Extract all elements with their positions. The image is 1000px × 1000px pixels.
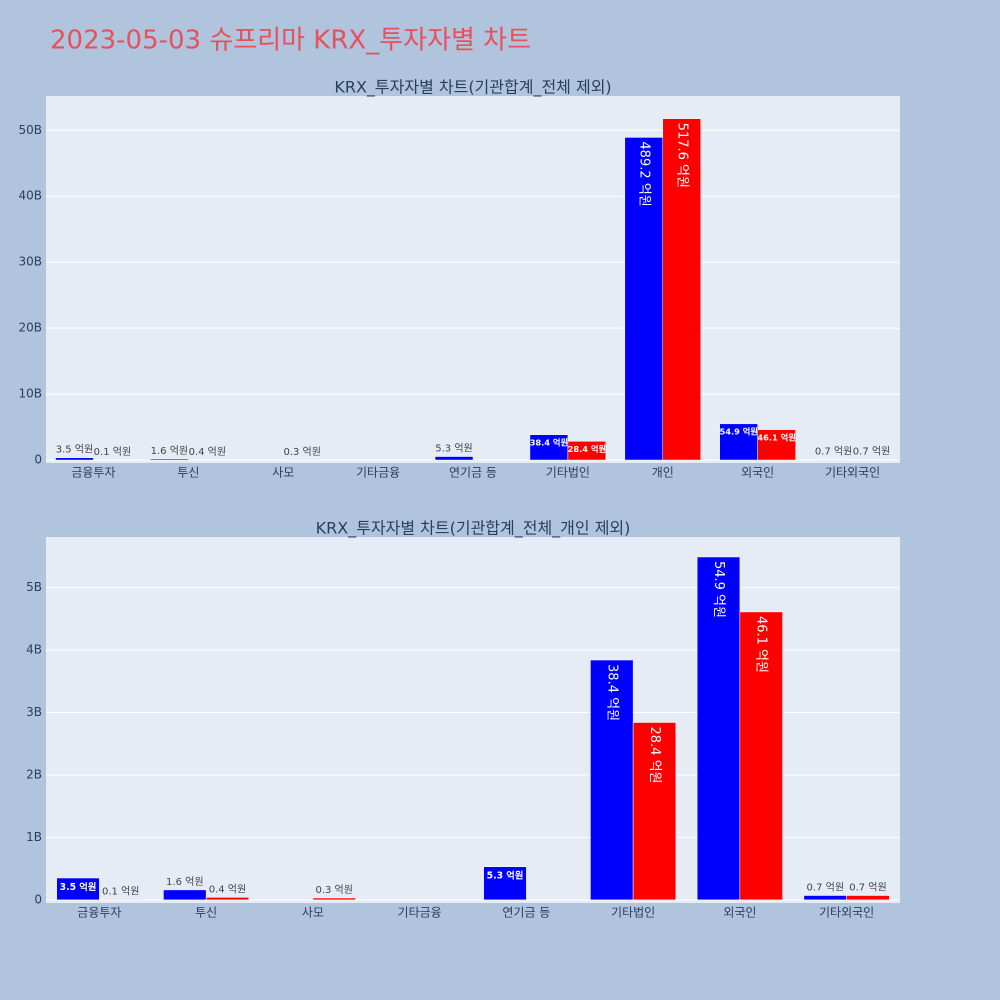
value-label: 5.3 억원 xyxy=(435,443,472,455)
bar xyxy=(188,459,227,461)
y-tick-label: 4B xyxy=(26,643,42,657)
value-label: 3.5 억원 xyxy=(60,881,97,893)
y-tick-label: 20B xyxy=(18,321,42,335)
bar xyxy=(56,877,100,901)
value-label: 0.3 억원 xyxy=(283,446,320,458)
x-tick-label: 금융투자 xyxy=(77,906,121,920)
value-label: 0.7 억원 xyxy=(853,446,890,458)
value-label: 0.1 억원 xyxy=(102,885,139,897)
value-label: 3.5 억원 xyxy=(56,444,93,456)
y-tick-label: 50B xyxy=(18,123,42,137)
bar xyxy=(814,459,853,461)
value-label: 46.1 억원 xyxy=(757,432,795,442)
y-tick-label: 3B xyxy=(26,705,42,719)
y-tick-label: 1B xyxy=(26,830,42,844)
value-label: 28.4 억원 xyxy=(647,726,662,783)
bar xyxy=(632,722,677,901)
bar xyxy=(757,429,796,461)
plot-area xyxy=(46,96,900,463)
bar xyxy=(567,441,607,461)
value-label: 1.6 억원 xyxy=(151,445,188,457)
bar xyxy=(739,611,783,901)
value-label: 1.6 억원 xyxy=(166,876,203,888)
x-tick-label: 기타금융 xyxy=(398,906,442,920)
bar xyxy=(624,137,664,461)
y-tick-label: 0 xyxy=(34,892,42,906)
bar xyxy=(803,895,847,901)
y-tick-label: 0 xyxy=(34,453,42,467)
bar xyxy=(93,459,132,461)
x-tick-label: 투신 xyxy=(177,466,199,480)
value-label: 0.4 억원 xyxy=(189,446,226,458)
value-label: 38.4 억원 xyxy=(530,437,568,447)
y-tick-label: 5B xyxy=(26,580,42,594)
x-tick-label: 기타외국인 xyxy=(819,906,874,920)
x-tick-label: 투신 xyxy=(195,906,217,920)
bar xyxy=(55,457,94,461)
bar xyxy=(434,456,474,461)
value-label: 0.1 억원 xyxy=(94,446,131,458)
x-tick-label: 외국인 xyxy=(723,906,756,920)
value-label: 0.7 억원 xyxy=(807,882,844,894)
value-label: 0.3 억원 xyxy=(315,884,352,896)
x-tick-label: 개인 xyxy=(652,466,674,480)
x-tick-label: 외국인 xyxy=(741,466,774,480)
bar xyxy=(312,897,356,901)
y-tick-label: 30B xyxy=(18,255,42,269)
bar xyxy=(846,895,890,901)
chart-title: KRX_투자자별 차트(기관합계_전체_개인 제외) xyxy=(316,519,631,539)
value-label: 54.9 억원 xyxy=(711,561,726,618)
value-label: 54.9 억원 xyxy=(719,427,757,437)
value-label: 38.4 억원 xyxy=(604,664,619,721)
bar xyxy=(150,458,189,461)
x-tick-label: 연기금 등 xyxy=(449,466,497,480)
value-label: 46.1 억원 xyxy=(754,616,769,673)
bar xyxy=(852,459,891,461)
y-tick-label: 40B xyxy=(18,189,42,203)
bar xyxy=(719,423,758,461)
x-tick-label: 기타법인 xyxy=(546,466,590,480)
bar xyxy=(282,459,322,461)
bar xyxy=(696,556,741,901)
value-label: 489.2 억원 xyxy=(636,141,651,206)
value-label: 5.3 억원 xyxy=(487,870,524,882)
bar xyxy=(99,899,143,901)
y-tick-label: 2B xyxy=(26,767,42,781)
x-tick-label: 기타법인 xyxy=(611,906,655,920)
x-tick-label: 기타금융 xyxy=(356,466,400,480)
chart-title: KRX_투자자별 차트(기관합계_전체 제외) xyxy=(334,78,611,98)
value-label: 0.7 억원 xyxy=(815,446,852,458)
page-title: 2023-05-03 슈프리마 KRX_투자자별 차트 xyxy=(50,26,531,56)
bar xyxy=(662,118,701,461)
bar xyxy=(590,659,634,901)
y-tick-label: 10B xyxy=(18,387,42,401)
x-tick-label: 사모 xyxy=(272,466,294,480)
x-tick-label: 기타외국인 xyxy=(825,466,880,480)
x-tick-label: 연기금 등 xyxy=(502,906,550,920)
x-tick-label: 사모 xyxy=(302,906,324,920)
value-label: 0.4 억원 xyxy=(209,883,246,895)
bar xyxy=(205,897,250,901)
bar xyxy=(483,866,527,901)
value-label: 28.4 억원 xyxy=(568,444,606,454)
value-label: 0.7 억원 xyxy=(849,882,886,894)
bar xyxy=(163,889,207,901)
value-label: 517.6 억원 xyxy=(674,123,689,188)
x-tick-label: 금융투자 xyxy=(71,466,115,480)
